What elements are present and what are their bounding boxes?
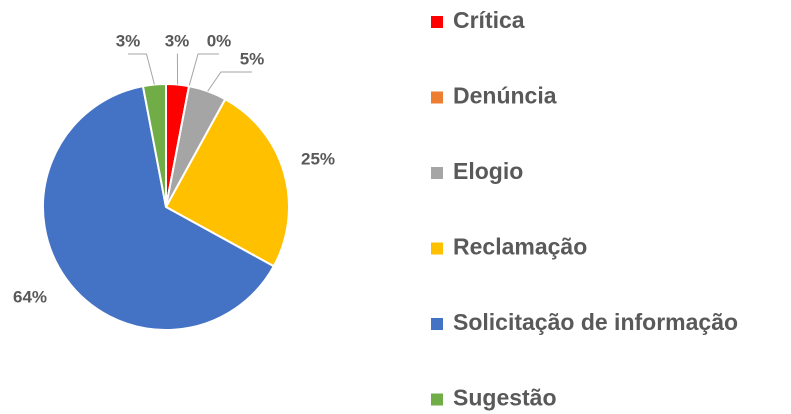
leader-line	[176, 53, 179, 85]
data-label: 25%	[301, 149, 335, 168]
pie-slice	[164, 97, 290, 268]
data-label: 0%	[207, 31, 232, 50]
data-label: 3%	[116, 31, 141, 50]
leader-line	[128, 53, 155, 85]
legend-swatch	[431, 242, 443, 255]
pie-slice	[42, 85, 276, 331]
data-label: 64%	[13, 287, 47, 306]
legend-label: Solicitação de informação	[453, 309, 738, 335]
leader-line	[207, 71, 252, 92]
data-label: 5%	[240, 49, 265, 68]
data-label: 3%	[165, 31, 190, 50]
leader-line	[188, 53, 219, 87]
legend-label: Crítica	[453, 7, 525, 33]
legend-swatch	[431, 91, 443, 104]
legend-swatch	[431, 318, 443, 330]
legend-label: Elogio	[453, 158, 523, 184]
legend-swatch	[431, 16, 443, 28]
legend-swatch	[431, 393, 443, 406]
legend-label: Denúncia	[453, 83, 557, 109]
legend-label: Reclamação	[453, 234, 587, 260]
legend-label: Sugestão	[453, 385, 557, 411]
legend-swatch	[431, 167, 443, 179]
